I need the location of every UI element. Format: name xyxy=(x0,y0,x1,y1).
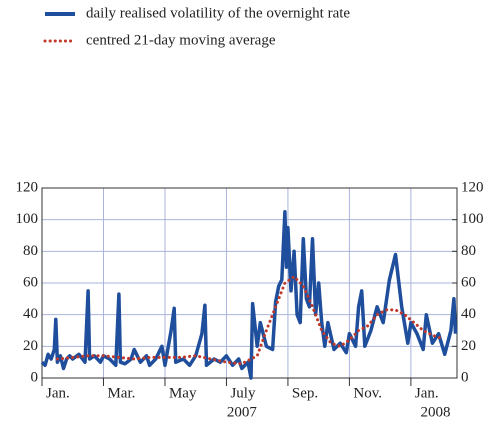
y-tick-label: 80 xyxy=(23,243,38,259)
y2-tick-label: 100 xyxy=(461,211,484,227)
y-tick-label: 60 xyxy=(23,274,38,290)
y-tick-label: 20 xyxy=(23,338,38,354)
x-tick-label: Jan. xyxy=(46,385,70,401)
x-tick-label: Sep. xyxy=(292,385,318,401)
y2-tick-label: 60 xyxy=(461,274,476,290)
x-tick-label: Jan. xyxy=(415,385,439,401)
volatility-line xyxy=(40,210,458,380)
year-label: 2007 xyxy=(227,404,258,420)
legend: daily realised volatility of the overnig… xyxy=(43,5,350,48)
year-label: 2008 xyxy=(420,404,450,420)
x-tick-label: Nov. xyxy=(353,385,382,401)
y-tick-label: 40 xyxy=(23,306,38,322)
x-tick-label: July xyxy=(230,385,256,401)
x-tick-label: May xyxy=(169,385,197,401)
y-tick-label: 0 xyxy=(31,369,39,385)
y2-tick-label: 20 xyxy=(461,338,476,354)
y2-tick-label: 120 xyxy=(461,179,484,195)
y-tick-label: 120 xyxy=(16,179,39,195)
y2-tick-label: 0 xyxy=(461,369,469,385)
legend-label: daily realised volatility of the overnig… xyxy=(86,5,350,21)
y2-tick-label: 40 xyxy=(461,306,476,322)
y2-tick-label: 80 xyxy=(461,243,476,259)
y-tick-label: 100 xyxy=(16,211,39,227)
legend-label: centred 21-day moving average xyxy=(86,32,276,48)
plot-area: 0 20 40 60 80 100 120 0 20 40 60 80 100 120 Jan. Mar. Ma… xyxy=(16,179,484,420)
moving-average-line xyxy=(55,275,444,366)
x-tick-label: Mar. xyxy=(107,385,135,401)
